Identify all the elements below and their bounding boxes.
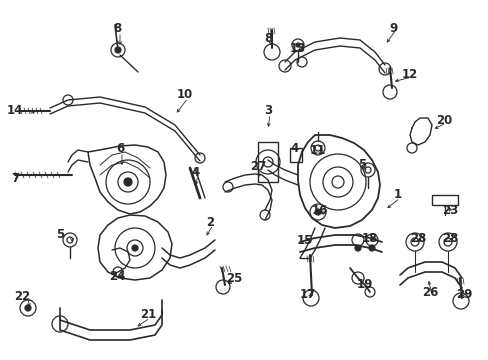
Text: 3: 3 [264,104,271,117]
Text: 8: 8 [264,31,271,45]
Text: 4: 4 [191,166,200,179]
Text: 9: 9 [389,22,397,35]
Text: 11: 11 [309,144,325,157]
Text: 13: 13 [289,41,305,54]
Text: 25: 25 [225,271,242,284]
Text: 22: 22 [14,289,30,302]
Text: 15: 15 [296,234,312,247]
Circle shape [124,178,132,186]
Text: 4: 4 [290,141,299,154]
Circle shape [115,47,121,53]
Circle shape [314,209,320,215]
Text: 26: 26 [421,285,437,298]
Text: 17: 17 [299,288,315,302]
Text: 10: 10 [177,89,193,102]
Text: 8: 8 [113,22,121,35]
Text: 1: 1 [393,189,401,202]
Text: 16: 16 [311,203,327,216]
Text: 12: 12 [401,68,417,81]
Text: 24: 24 [109,270,125,283]
Text: 2: 2 [205,216,214,229]
Circle shape [354,245,360,251]
Circle shape [132,245,138,251]
Circle shape [295,43,299,47]
Text: 6: 6 [116,141,124,154]
Text: 28: 28 [409,231,426,244]
Text: 27: 27 [249,159,265,172]
Text: 19: 19 [356,279,372,292]
Text: 28: 28 [441,231,457,244]
Text: 21: 21 [140,309,156,321]
Text: 5: 5 [56,228,64,240]
Text: 18: 18 [361,231,377,244]
Text: 7: 7 [11,171,19,184]
Text: 23: 23 [441,203,457,216]
Circle shape [25,305,31,311]
Text: 14: 14 [7,104,23,117]
Text: 29: 29 [455,288,471,301]
Text: 5: 5 [357,158,366,171]
Text: 20: 20 [435,113,451,126]
Circle shape [368,245,374,251]
